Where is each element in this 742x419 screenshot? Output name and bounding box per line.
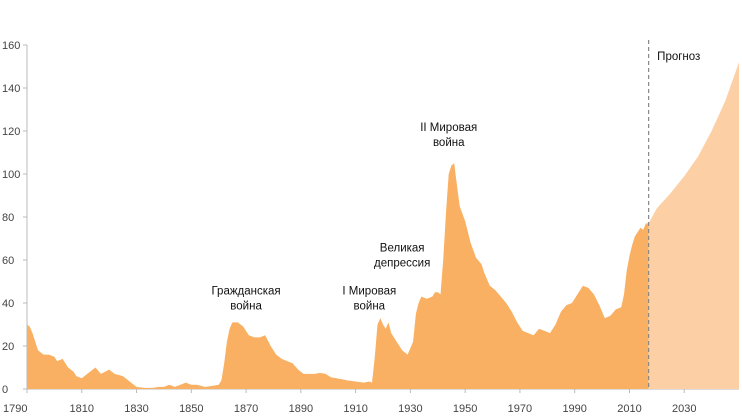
x-tick-label: 2010 [617, 403, 641, 415]
annotation-label: Великая [380, 242, 425, 254]
annotation-label: I Мировая [342, 285, 396, 297]
x-tick-label: 1810 [70, 403, 94, 415]
x-tick-label: 1910 [343, 403, 367, 415]
y-tick-label: 120 [2, 126, 20, 138]
annotation-label: II Мировая [420, 122, 477, 134]
forecast-area [648, 62, 739, 389]
x-tick-label: 1930 [398, 403, 422, 415]
x-tick-label: 1830 [124, 403, 148, 415]
x-tick-label: 1890 [289, 403, 313, 415]
x-tick-label: 1790 [3, 403, 27, 415]
x-tick-label: 1950 [453, 403, 477, 415]
annotation-label: Прогноз [657, 51, 700, 63]
x-axis: 1790 1810 1830 1850 1870 1890 1910 1930 1950 1970… [3, 388, 739, 415]
y-tick-label: 20 [2, 341, 14, 353]
y-tick-label: 0 [2, 384, 8, 396]
y-tick-label: 140 [2, 83, 20, 95]
annotation-label: Гражданская [211, 285, 280, 297]
y-tick-label: 40 [2, 298, 14, 310]
y-tick-label: 60 [2, 255, 14, 267]
y-tick-label: 80 [2, 212, 14, 224]
y-tick-label: 160 [2, 40, 20, 52]
annotation-label: война [354, 300, 386, 312]
y-axis: 0 20 40 60 80 100 120 140 160 [2, 40, 28, 396]
historical-area [27, 163, 649, 389]
annotation-label: война [230, 300, 262, 312]
plot-area [27, 40, 739, 389]
y-tick-label: 100 [2, 169, 20, 181]
annotations: Гражданская война I Мировая война Великая деп… [211, 51, 700, 312]
x-tick-label: 2030 [672, 403, 696, 415]
x-tick-label: 1850 [179, 403, 203, 415]
x-tick-label: 1970 [508, 403, 532, 415]
annotation-label: война [433, 137, 465, 149]
x-tick-label: 1870 [234, 403, 258, 415]
x-tick-label: 1990 [562, 403, 586, 415]
annotation-label: депрессия [374, 257, 430, 269]
